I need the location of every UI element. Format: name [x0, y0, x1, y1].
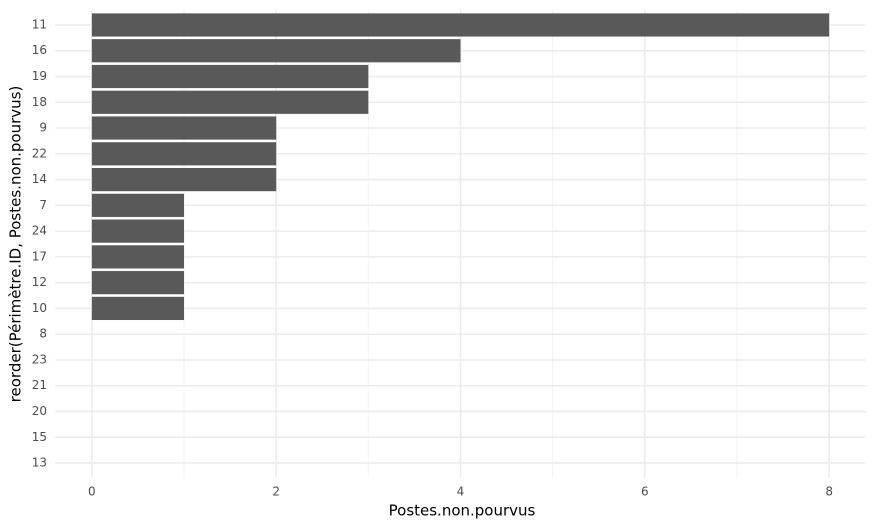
x-tick-label: 8 [825, 485, 833, 499]
bar [91, 64, 369, 89]
x-tick-label: 6 [641, 485, 649, 499]
x-axis-title: Postes.non.pourvus [389, 502, 536, 520]
y-tick-label: 13 [32, 456, 47, 470]
bar [91, 39, 461, 63]
y-tick-label: 20 [32, 404, 47, 418]
y-tick-label: 24 [32, 224, 47, 238]
y-tick-label: 10 [32, 301, 47, 315]
bar [91, 116, 277, 140]
bar [91, 167, 277, 192]
y-tick-label: 14 [32, 172, 47, 186]
x-tick-label: 4 [457, 485, 465, 499]
y-tick-label: 17 [32, 249, 47, 263]
bar [91, 245, 185, 269]
y-tick-label: 8 [39, 327, 47, 341]
bar [91, 193, 185, 217]
y-tick-label: 19 [32, 69, 47, 83]
y-axis-title: reorder(Périmètre.ID, Postes.non.pourvus… [7, 86, 25, 403]
y-tick-label: 15 [32, 430, 47, 444]
y-tick-label: 11 [32, 17, 47, 31]
x-tick-label: 2 [272, 485, 280, 499]
y-tick-label: 7 [39, 198, 47, 212]
y-tick-label: 18 [32, 95, 47, 109]
bar [91, 13, 830, 37]
y-tick-label: 16 [32, 43, 47, 57]
bar [91, 90, 369, 114]
y-tick-label: 21 [32, 378, 47, 392]
y-tick-label: 22 [32, 146, 47, 160]
bar [91, 219, 185, 243]
y-tick-label: 12 [32, 275, 47, 289]
bar [91, 142, 277, 166]
bar [91, 296, 185, 321]
y-tick-label: 9 [39, 121, 47, 135]
y-tick-label: 23 [32, 352, 47, 366]
x-tick-label: 0 [88, 485, 96, 499]
bar [91, 271, 185, 295]
